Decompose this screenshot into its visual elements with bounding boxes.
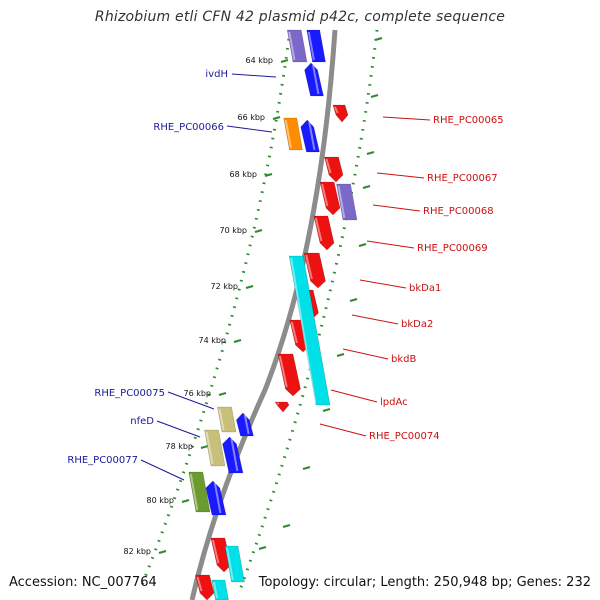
leader-line (342, 348, 389, 360)
gene-arrow (324, 156, 344, 183)
gene-block (336, 183, 358, 221)
ruler-tick (358, 242, 367, 248)
gene-block (217, 406, 237, 433)
ruler-tick (349, 297, 358, 303)
leader-line (330, 389, 378, 403)
gene-arrow (306, 29, 326, 63)
leader-line (376, 172, 425, 179)
gene-arrow (236, 412, 254, 437)
ruler-tick (200, 444, 209, 450)
backbone-arc (189, 29, 338, 600)
tick-label: 66 kbp (237, 113, 265, 122)
gene-arrow (304, 62, 324, 97)
gene-label-bkda2: bkDa2 (401, 319, 433, 330)
tick-label: 64 kbp (245, 56, 273, 65)
tick-label: 76 kbp (183, 389, 211, 398)
gene-arrow (205, 480, 227, 516)
tick-label: 82 kbp (123, 547, 151, 556)
ruler-tick (366, 150, 375, 156)
gene-block (283, 117, 303, 151)
gene-arrow (319, 181, 341, 216)
ruler-tick (370, 93, 379, 99)
ruler-tick (322, 407, 331, 413)
tick-label: 80 kbp (146, 496, 174, 505)
tick-label: 74 kbp (198, 336, 226, 345)
leader-line (372, 204, 421, 212)
leader-lines (140, 73, 431, 481)
leader-line (382, 116, 431, 121)
ruler-group: 64 kbp 66 kbp 68 kbp 70 kbp 72 kbp 74 kbp 76 k… (123, 29, 383, 591)
gene-block (188, 471, 211, 513)
gene-label-rhe_pc00067: RHE_PC00067 (427, 173, 498, 184)
leader-line (156, 420, 201, 438)
gene-block (224, 545, 245, 583)
ruler-tick (181, 498, 190, 504)
map-title: Rhizobium etli CFN 42 plasmid p42c, comp… (94, 9, 506, 25)
gene-label-rhe_pc00065: RHE_PC00065 (433, 115, 504, 126)
gene-label-ivdh: ivdH (205, 69, 228, 80)
leader-line (366, 240, 415, 249)
gene-label-rhe_pc00068: RHE_PC00068 (423, 206, 494, 217)
gene-arrow (313, 215, 335, 251)
ruler-tick (302, 465, 311, 471)
gene-label-rhe_pc00077: RHE_PC00077 (67, 455, 138, 466)
inner-ruler-dots (238, 29, 379, 591)
gene-track (188, 29, 358, 600)
gene-label-lpdac: lpdAc (380, 397, 408, 408)
leader-line (167, 391, 215, 410)
tick-label: 78 kbp (165, 442, 193, 451)
accession-text: Accession: NC_007764 (9, 575, 157, 590)
tick-label: 68 kbp (229, 170, 257, 179)
gene-arrow (303, 252, 326, 289)
gene-label-bkda1: bkDa1 (409, 283, 441, 294)
gene-block (286, 29, 308, 63)
gene-label-rhe_pc00074: RHE_PC00074 (369, 431, 440, 442)
leader-line (359, 279, 407, 289)
tick-label: 70 kbp (219, 226, 247, 235)
ruler-tick (218, 391, 227, 397)
gene-block (211, 579, 229, 600)
leader-line (226, 125, 273, 133)
ruler-tick (245, 284, 254, 290)
gene-label-rhe_pc00069: RHE_PC00069 (417, 243, 488, 254)
ruler-tick (282, 523, 291, 529)
leader-line (231, 73, 277, 78)
ruler-tick (233, 338, 242, 344)
ruler-tick (336, 352, 345, 358)
gene-arrow (274, 401, 290, 413)
ruler-tick (280, 58, 289, 64)
tick-label: 72 kbp (210, 282, 238, 291)
ruler-tick (374, 36, 383, 42)
gene-arrow (332, 104, 349, 123)
ruler-tick (254, 228, 263, 234)
gene-arrow (195, 574, 215, 600)
ruler-tick (258, 545, 267, 551)
label-group: ivdH RHE_PC00066 RHE_PC00075 nfeD RHE_PC0007… (67, 69, 503, 466)
gene-arrow (300, 119, 320, 153)
ruler-tick (362, 184, 371, 190)
ruler-tick (158, 549, 167, 555)
ruler-tick (264, 172, 273, 178)
leader-line (319, 423, 367, 437)
leader-line (351, 314, 399, 325)
gene-block (288, 255, 331, 406)
gene-arrow (277, 353, 301, 397)
summary-text: Topology: circular; Length: 250,948 bp; … (258, 575, 591, 590)
ruler-tick (272, 115, 281, 121)
gene-arrow (222, 436, 244, 474)
gene-block (204, 429, 226, 467)
gene-label-rhe_pc00066: RHE_PC00066 (153, 122, 224, 133)
gene-label-bkdb: bkdB (391, 354, 416, 365)
gene-label-rhe_pc00075: RHE_PC00075 (94, 388, 165, 399)
leader-line (140, 459, 185, 481)
gene-label-nfed: nfeD (130, 416, 154, 427)
